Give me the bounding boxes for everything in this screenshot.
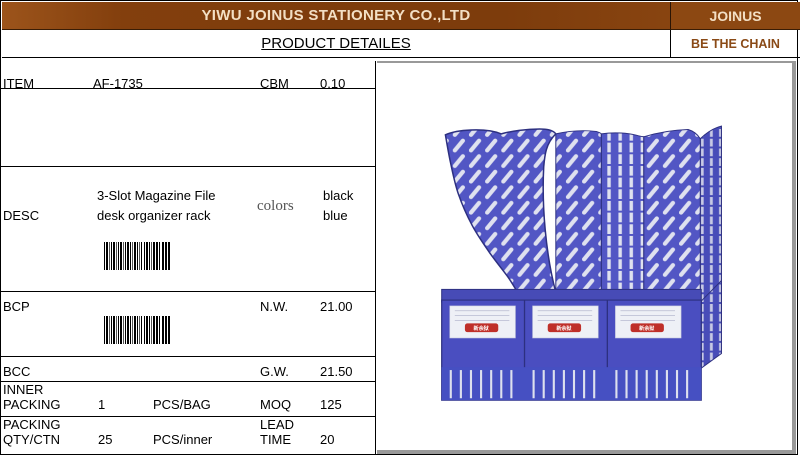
svg-text:新余狱: 新余狱 <box>474 325 489 332</box>
svg-text:新余狱: 新余狱 <box>639 325 654 332</box>
svg-text:新余狱: 新余狱 <box>556 325 571 332</box>
